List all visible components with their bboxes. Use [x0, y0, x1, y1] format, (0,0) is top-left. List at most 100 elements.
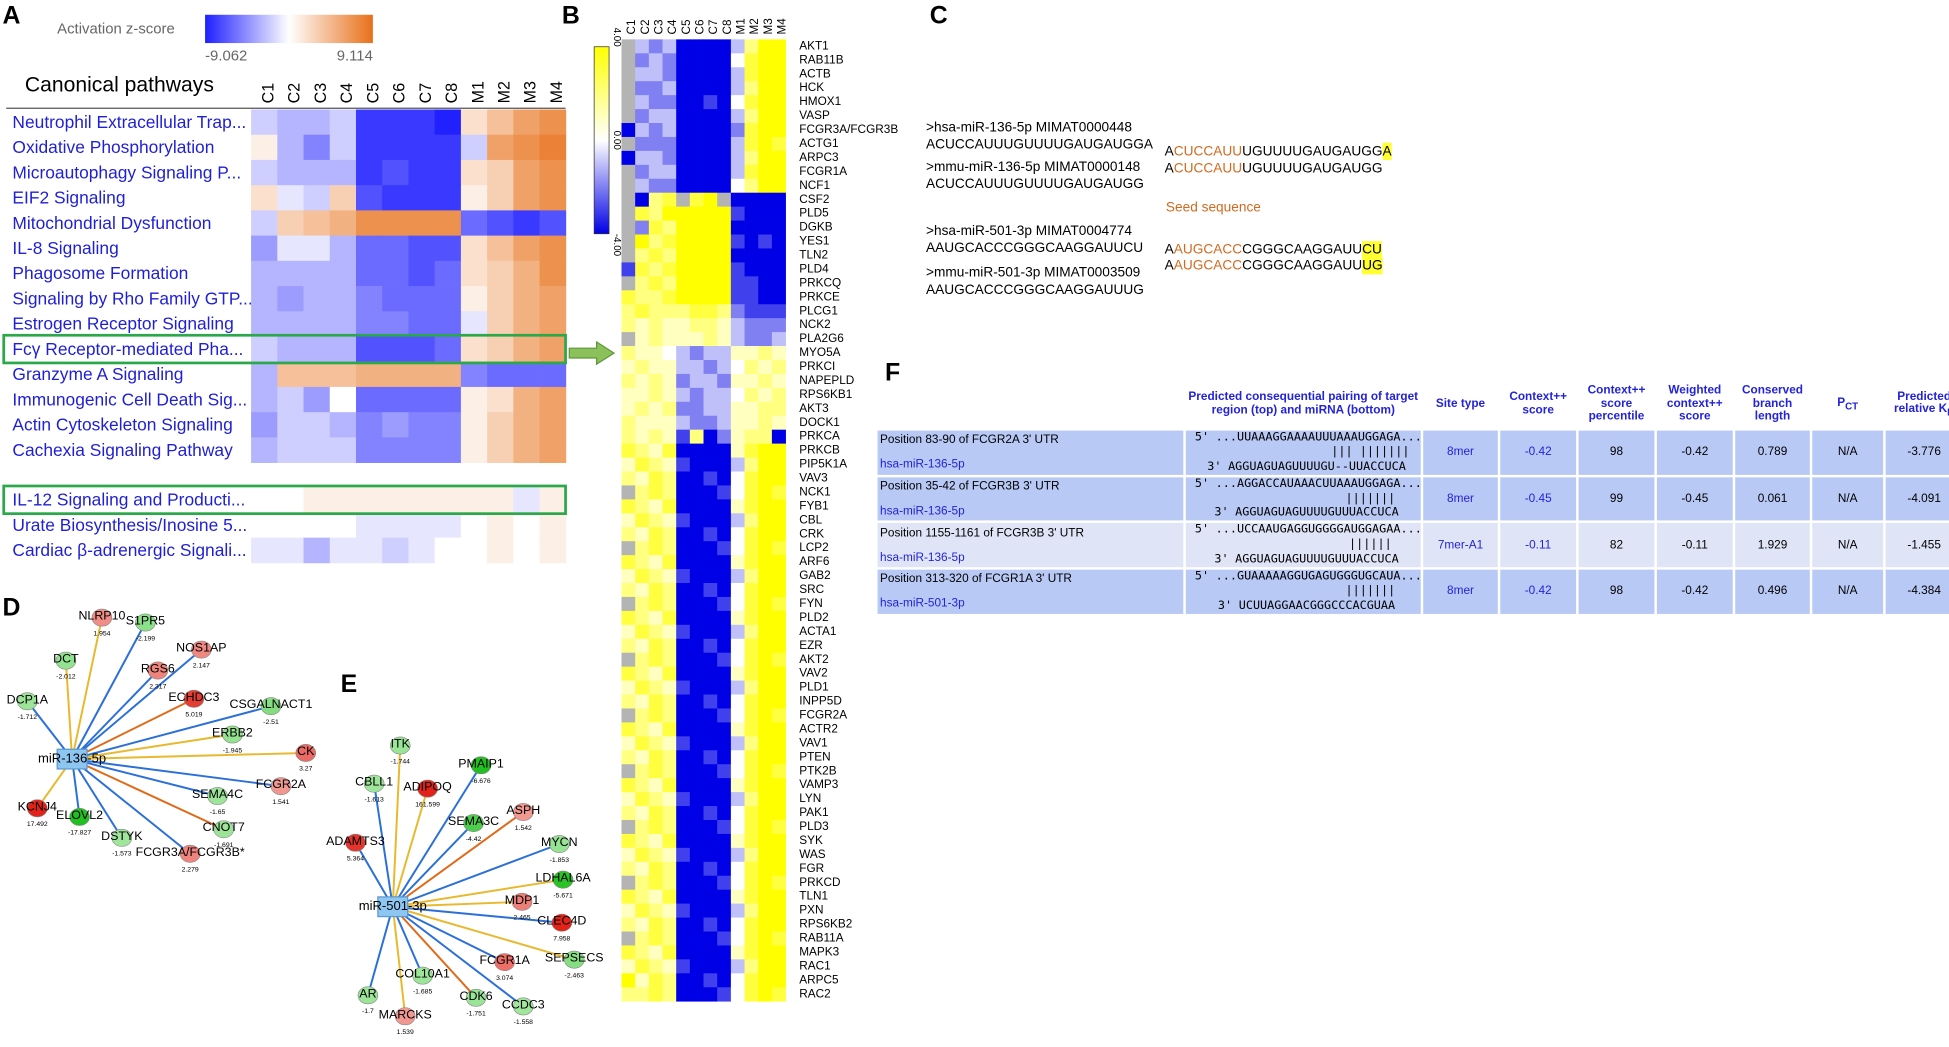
- heatmap-cell: [382, 537, 409, 564]
- heatmap-cell: [717, 136, 732, 152]
- heatmap-cell: [730, 443, 745, 458]
- heatmap-cell: [703, 401, 718, 417]
- column-label: M2: [495, 81, 513, 103]
- heatmap-cell: [621, 569, 636, 584]
- heatmap-cell: [771, 373, 786, 389]
- heatmap-cell: [676, 917, 691, 932]
- heatmap-cell: [703, 722, 718, 737]
- node-label: SEMA4C: [192, 787, 243, 801]
- heatmap-cell: [689, 945, 704, 960]
- heatmap-cell: [758, 471, 773, 486]
- column-label: C5: [680, 19, 693, 34]
- heatmap-cell: [771, 164, 786, 180]
- heatmap-cell: [689, 220, 704, 235]
- heatmap-cell: [717, 234, 732, 249]
- heatmap-cell: [513, 361, 540, 388]
- heatmap-cell: [703, 471, 718, 486]
- heatmap-cell: [717, 778, 732, 793]
- heatmap-cell: [758, 624, 773, 640]
- edge: [71, 617, 103, 760]
- heatmap-cell: [277, 412, 304, 438]
- heatmap-cell: [744, 67, 759, 82]
- heatmap-cell: [744, 150, 759, 166]
- heatmap-cell: [744, 736, 759, 751]
- heatmap-cell: [434, 537, 462, 564]
- value-cell: -0.42: [1656, 430, 1733, 475]
- column-label: C4: [666, 19, 679, 34]
- heatmap-cell: [662, 499, 677, 514]
- heatmap-cell: [434, 412, 462, 438]
- heatmap-cell: [689, 95, 704, 110]
- heatmap-cell: [771, 973, 786, 988]
- heatmap-cell: [758, 847, 773, 863]
- colorbar: [205, 14, 373, 44]
- heatmap-cell: [717, 736, 732, 751]
- table-row: Position 1155-1161 of FCGR3B 3' UTR hsa-m…: [877, 523, 1949, 568]
- sequence-line: ACUCCAUUUGUUUUGAUGAUGGA: [926, 137, 1154, 152]
- node-value: -1.744: [391, 758, 411, 765]
- node-value: -1.945: [223, 747, 243, 754]
- value-cell: -0.45: [1656, 476, 1733, 521]
- heatmap-cell: [744, 889, 759, 904]
- heatmap-cell: [621, 638, 636, 654]
- node-label: CNOT7: [203, 820, 245, 834]
- heatmap-cell: [771, 150, 786, 166]
- heatmap-cell: [662, 708, 677, 723]
- value-cell: 0.496: [1735, 569, 1810, 614]
- heatmap-cell: [676, 569, 691, 584]
- heatmap-cell: [329, 537, 357, 564]
- heatmap-cell: [703, 359, 718, 375]
- gene-label: ACTA1: [799, 625, 836, 638]
- highlight: [1362, 257, 1383, 275]
- heatmap-cell: [717, 304, 732, 319]
- target-seq: ...GUAAAAAGGUGAGUGGGUGCAUA...: [1215, 569, 1422, 584]
- heatmap-cell: [408, 235, 436, 262]
- heatmap-cell: [717, 359, 732, 375]
- sequence-line: >hsa-miR-501-3p MIMAT0004774: [926, 223, 1132, 238]
- heatmap-cell: [717, 262, 732, 277]
- heatmap-cell: [662, 248, 677, 263]
- heatmap-cell: [355, 336, 383, 363]
- heatmap-cell: [662, 903, 677, 918]
- heatmap-cell: [648, 764, 663, 779]
- heatmap-cell: [676, 290, 691, 305]
- heatmap-cell: [758, 764, 773, 779]
- value-cell: -0.42: [1500, 569, 1577, 614]
- pathway-name: EIF2 Signaling: [12, 188, 125, 208]
- heatmap-cell: [635, 206, 650, 221]
- heatmap-cell: [251, 134, 278, 161]
- heatmap-cell: [277, 487, 304, 513]
- heatmap-cell: [513, 134, 540, 161]
- heatmap-cell: [676, 610, 691, 626]
- heatmap-cell: [648, 680, 663, 695]
- table-row: Position 35-42 of FCGR3B 3' UTR hsa-miR-1…: [877, 476, 1949, 521]
- heatmap-cell: [621, 290, 636, 305]
- heatmap-cell: [635, 847, 650, 863]
- heatmap-cell: [303, 210, 331, 236]
- node-label: FCGR2A: [256, 777, 307, 791]
- heatmap-cell: [621, 401, 636, 417]
- heatmap-cell: [689, 875, 704, 891]
- heatmap-cell: [460, 437, 488, 463]
- heatmap-cell: [408, 487, 436, 513]
- heatmap-cell: [730, 318, 745, 333]
- heatmap-cell: [730, 708, 745, 723]
- heatmap-cell: [662, 387, 677, 403]
- heatmap-cell: [539, 412, 567, 438]
- heatmap-cell: [703, 387, 718, 403]
- gene-label: DOCK1: [799, 416, 840, 429]
- heatmap-cell: [621, 39, 636, 54]
- heatmap-cell: [662, 178, 677, 194]
- heatmap-cell: [771, 220, 786, 235]
- sequence-part: A: [1165, 160, 1175, 175]
- heatmap-cell: [676, 680, 691, 695]
- heatmap-cell: [758, 499, 773, 514]
- heatmap-cell: [648, 499, 663, 514]
- heatmap-cell: [717, 694, 732, 709]
- heatmap-cell: [635, 53, 650, 68]
- heatmap-cell: [758, 917, 773, 932]
- heatmap-cell: [648, 39, 663, 54]
- heatmap-cell: [689, 248, 704, 263]
- heatmap-cell: [689, 471, 704, 486]
- table-row: Position 83-90 of FCGR2A 3' UTR hsa-miR-1…: [877, 430, 1949, 475]
